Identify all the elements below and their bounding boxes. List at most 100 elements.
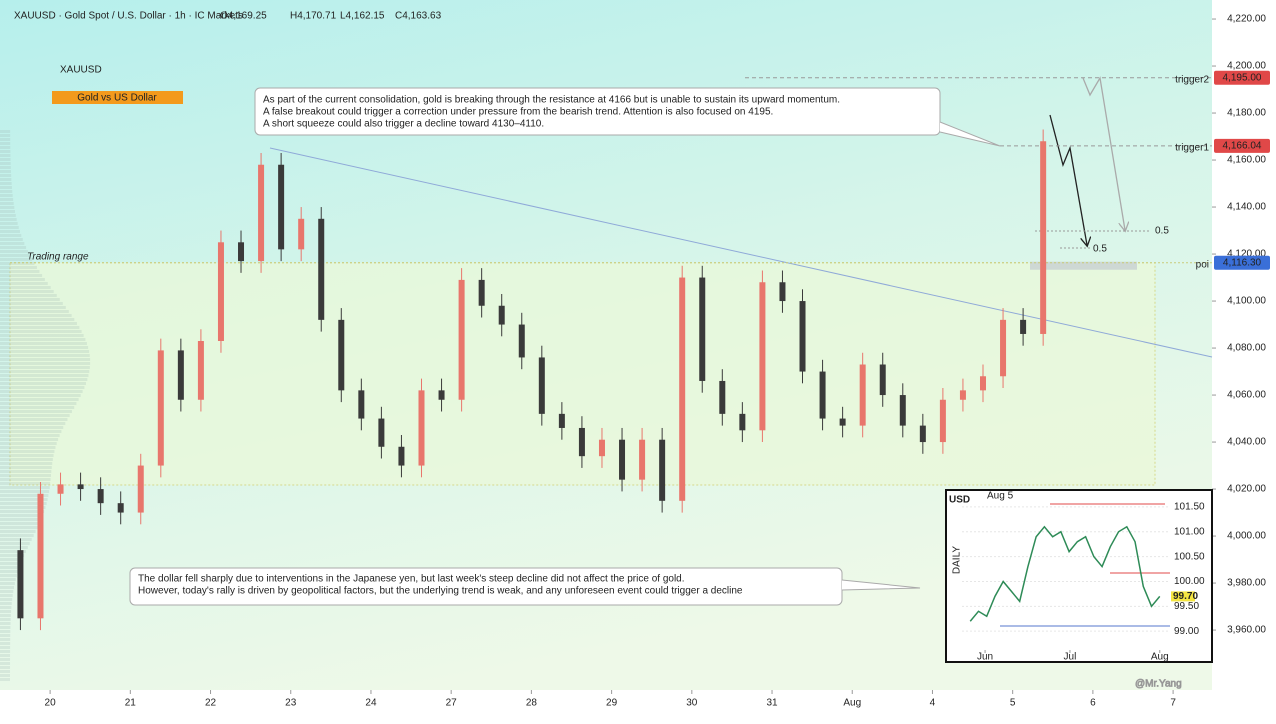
fib-label: 0.5 (1155, 226, 1169, 237)
candle-body (1040, 141, 1047, 334)
volume-profile-bar (0, 254, 30, 257)
candle-body (458, 279, 465, 400)
inset-y-tick-label: 99.50 (1174, 601, 1199, 612)
y-tick-label: 4,120.00 (1227, 249, 1266, 260)
volume-profile-bar (0, 538, 32, 541)
candle-body (418, 390, 425, 466)
candle-body (157, 350, 164, 466)
volume-profile-bar (0, 198, 14, 201)
line-series (969, 525, 1161, 622)
candle-body (57, 484, 64, 494)
ohlc-value: H4,170.71 (290, 11, 337, 22)
volume-profile-bar (0, 206, 15, 209)
volume-profile-bar (0, 130, 11, 133)
candle-body (859, 364, 866, 426)
y-tick-label: 3,980.00 (1227, 578, 1266, 589)
volume-profile-bar (0, 250, 28, 253)
x-tick-label: 29 (606, 698, 618, 709)
x-tick-label: 21 (125, 698, 137, 709)
inset-y-tick-label: 99.00 (1174, 626, 1199, 637)
volume-profile-bar (0, 638, 11, 641)
volume-profile-bar (0, 586, 14, 589)
volume-profile-bar (0, 594, 13, 597)
y-tick-label: 4,180.00 (1227, 108, 1266, 119)
volume-profile-bar (0, 142, 11, 145)
annotation-box (254, 87, 941, 136)
candle-body (338, 319, 345, 391)
volume-profile-bar (0, 274, 43, 277)
inset-subtitle: Aug 5 (987, 491, 1014, 502)
volume-profile-bar (0, 298, 60, 301)
inset-last-tag (1171, 591, 1195, 602)
candle-body (879, 364, 886, 396)
volume-profile-bar (0, 606, 12, 609)
volume-profile-bar (0, 342, 87, 345)
volume-profile-bar (0, 234, 22, 237)
volume-profile-bar (0, 542, 30, 545)
candle-body (899, 395, 906, 426)
candle-body (839, 418, 846, 426)
volume-profile-bar (0, 446, 56, 449)
volume-profile-bar (0, 318, 75, 321)
x-tick-label: 28 (526, 698, 538, 709)
volume-profile-bar (0, 410, 72, 413)
volume-profile-bar (0, 374, 89, 377)
volume-profile-bar (0, 178, 12, 181)
candle-body (197, 341, 204, 400)
volume-profile-bar (0, 266, 37, 269)
volume-profile-bar (0, 482, 51, 485)
annotation-pointer (939, 121, 1001, 147)
volume-profile-bar (0, 358, 91, 361)
annotation-text: As part of the current consolidation, go… (263, 95, 840, 106)
candle-body (518, 324, 525, 358)
volume-profile-bar (0, 650, 11, 653)
candle-body (358, 390, 365, 419)
volume-profile-bar (0, 394, 81, 397)
candle-body (17, 550, 24, 619)
volume-profile-bar (0, 622, 11, 625)
projection-arrow (1049, 114, 1087, 245)
x-tick-label: 30 (686, 698, 698, 709)
volume-profile-bar (0, 614, 11, 617)
volume-profile-bar (0, 546, 28, 549)
y-tick-label: 4,100.00 (1227, 296, 1266, 307)
ohlc-value: L4,162.15 (340, 11, 385, 22)
candle-body (1000, 319, 1007, 377)
volume-profile-bar (0, 418, 68, 421)
volume-profile-bar (0, 494, 49, 497)
volume-profile-bar (0, 286, 51, 289)
candle-body (498, 305, 505, 325)
inset-title: USD (949, 495, 970, 506)
volume-profile-bar (0, 158, 11, 161)
volume-profile-bar (0, 486, 50, 489)
level-name: poi (1196, 259, 1209, 270)
trend-line (269, 147, 1213, 358)
volume-profile-bar (0, 610, 12, 613)
volume-profile-bar (0, 294, 57, 297)
x-tick-label: 7 (1170, 698, 1176, 709)
volume-profile-bar (0, 618, 11, 621)
inset-x-tick-label: Jul (1064, 652, 1077, 663)
candle-body (137, 465, 144, 513)
poi-zone (1030, 261, 1137, 270)
time-axis-panel (0, 690, 1212, 724)
candle-body (438, 390, 445, 400)
y-tick-label: 4,200.00 (1227, 61, 1266, 72)
volume-profile-bar (0, 530, 36, 533)
candle-body (959, 390, 966, 400)
candle-body (258, 164, 265, 262)
volume-profile-bar (0, 242, 25, 245)
volume-profile-bar (0, 674, 11, 677)
candle-body (478, 279, 485, 306)
x-tick-label: 31 (766, 698, 778, 709)
volume-profile-bar (0, 514, 43, 517)
candle-body (37, 493, 44, 619)
volume-profile-bar (0, 562, 21, 565)
level-name: trigger1 (1175, 142, 1209, 153)
volume-profile-bar (0, 598, 13, 601)
volume-profile-bar (0, 334, 84, 337)
candle-body (619, 439, 626, 480)
level-label: 4,195.00 (1223, 72, 1262, 83)
volume-profile-bar (0, 518, 42, 521)
volume-profile-bar (0, 574, 17, 577)
